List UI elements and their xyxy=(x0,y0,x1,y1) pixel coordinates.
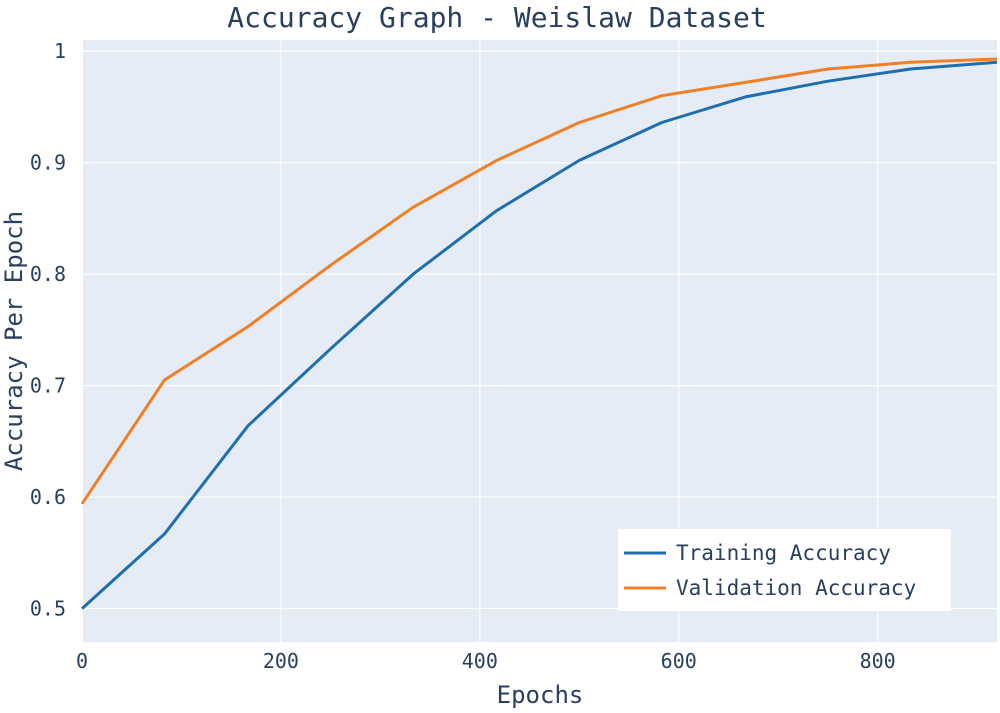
y-axis-title: Accuracy Per Epoch xyxy=(0,211,28,471)
chart-title: Accuracy Graph - Weislaw Dataset xyxy=(227,1,766,34)
x-tick-label: 400 xyxy=(462,649,498,673)
y-tick-label: 0.8 xyxy=(30,262,66,286)
series-line-validation xyxy=(80,57,998,505)
tick-labels: 0 200 400 600 800 0.5 0.6 0.7 0.8 0.9 1 xyxy=(30,39,896,673)
y-tick-label: 1 xyxy=(54,39,66,63)
x-tick-label: 600 xyxy=(661,649,697,673)
series-line-training xyxy=(80,60,998,610)
y-tick-label: 0.5 xyxy=(30,597,66,621)
y-tick-label: 0.6 xyxy=(30,485,66,509)
x-tick-label: 800 xyxy=(860,649,896,673)
y-tick-label: 0.7 xyxy=(30,374,66,398)
legend: Training Accuracy Validation Accuracy xyxy=(618,529,951,611)
x-tick-label: 0 xyxy=(76,649,88,673)
series-lines xyxy=(80,57,998,610)
legend-label-training: Training Accuracy xyxy=(676,541,891,565)
legend-box xyxy=(618,529,951,611)
y-tick-label: 0.9 xyxy=(30,151,66,175)
legend-label-validation: Validation Accuracy xyxy=(676,576,916,600)
grid-lines xyxy=(81,40,997,642)
x-tick-label: 200 xyxy=(263,649,299,673)
x-axis-title: Epochs xyxy=(497,681,584,709)
